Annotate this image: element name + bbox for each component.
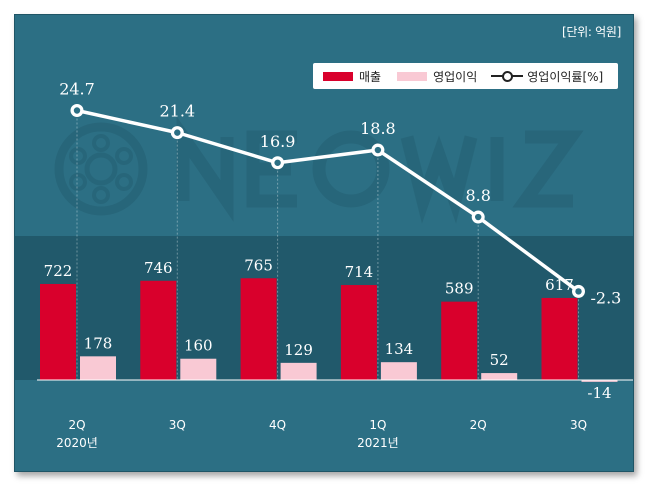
margin-point-inner-4 xyxy=(475,213,482,221)
margin-point-inner-1 xyxy=(174,129,181,136)
watermark-logo xyxy=(54,116,584,224)
label-revenue-0: 722 xyxy=(44,262,73,280)
legend-item-margin: 영업이익률[%] xyxy=(491,68,603,85)
margin-point-inner-2 xyxy=(274,159,281,166)
label-revenue-1: 746 xyxy=(144,259,173,277)
x-tick-0: 2Q xyxy=(68,418,85,432)
bar-revenue-2 xyxy=(240,278,277,380)
label-margin-0: 24.7 xyxy=(59,80,95,99)
bar-operating-profit-5 xyxy=(581,380,618,382)
legend-swatch-margin xyxy=(491,71,524,82)
legend: 매출 영업이익 영업이익률[%] xyxy=(313,63,618,89)
legend-swatch-revenue xyxy=(323,71,353,81)
legend-label-operating-profit: 영업이익 xyxy=(433,69,478,84)
x-tick-4: 2Q xyxy=(470,418,487,432)
margin-line xyxy=(76,108,580,293)
x-tick-2: 4Q xyxy=(269,418,286,432)
label-revenue-5: 617 xyxy=(545,276,574,294)
label-margin-3: 18.8 xyxy=(360,119,396,138)
bar-operating-profit-1 xyxy=(180,358,217,380)
label-margin-1: 21.4 xyxy=(159,102,195,121)
label-operating-profit-3: 134 xyxy=(385,340,414,358)
label-margin-5: -2.3 xyxy=(591,288,622,307)
bar-band xyxy=(15,236,633,380)
margin-point-inner-0 xyxy=(73,107,81,114)
label-operating-profit-4: 52 xyxy=(490,351,509,369)
label-revenue-3: 714 xyxy=(345,263,374,281)
legend-item-operating-profit: 영업이익 xyxy=(397,68,477,85)
unit-label: [단위: 억원] xyxy=(562,25,621,39)
chart-area: 722 178 746 160 765 129 714 134 589 52 617 -14 24.7 2… xyxy=(15,80,633,450)
bar-revenue-5 xyxy=(541,297,578,380)
margin-point-inner-5 xyxy=(575,288,582,295)
legend-label-revenue: 매출 xyxy=(359,69,382,84)
bar-revenue-0 xyxy=(40,283,76,380)
bar-operating-profit-4 xyxy=(481,373,518,380)
legend-item-revenue: 매출 xyxy=(323,68,381,85)
label-margin-4: 8.8 xyxy=(465,186,490,205)
year-label-0: 2020년 xyxy=(56,436,98,450)
year-label-3: 2021년 xyxy=(357,436,399,450)
chart-frame: 722 178 746 160 765 129 714 134 589 52 617 -14 24.7 2… xyxy=(14,14,634,472)
label-revenue-4: 589 xyxy=(445,280,474,298)
bar-revenue-4 xyxy=(441,301,478,380)
x-tick-1: 3Q xyxy=(169,418,186,432)
label-margin-2: 16.9 xyxy=(260,132,296,151)
label-operating-profit-2: 129 xyxy=(284,341,313,359)
bar-revenue-1 xyxy=(140,280,177,380)
label-operating-profit-5: -14 xyxy=(587,384,611,402)
bar-operating-profit-0 xyxy=(80,356,116,380)
bar-operating-profit-2 xyxy=(280,362,317,380)
legend-swatch-operating-profit xyxy=(397,71,428,81)
label-revenue-2: 765 xyxy=(244,256,273,274)
x-tick-5: 3Q xyxy=(570,418,587,432)
label-operating-profit-0: 178 xyxy=(84,334,113,352)
bar-revenue-3 xyxy=(340,285,377,380)
margin-point-inner-3 xyxy=(374,146,382,154)
x-tick-3: 1Q xyxy=(369,418,386,432)
bar-operating-profit-3 xyxy=(380,362,417,380)
legend-label-margin: 영업이익률[%] xyxy=(527,69,604,84)
label-operating-profit-1: 160 xyxy=(184,337,213,355)
